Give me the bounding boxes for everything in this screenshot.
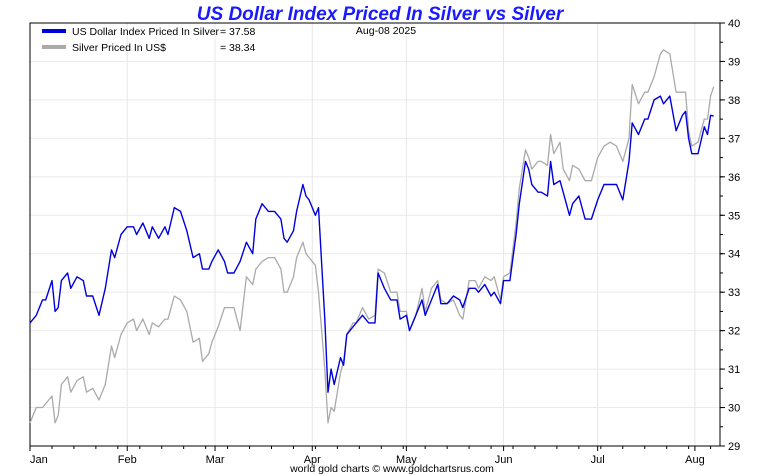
- x-tick-label: Apr: [304, 454, 321, 466]
- legend-label-dollar-index: US Dollar Index Priced In Silver: [72, 26, 220, 38]
- y-axis-ticks: 29 30 31 32 33 34 35 36 37 38 39 40: [720, 18, 740, 453]
- y-tick-label: 29: [728, 441, 740, 453]
- plot-frame: [29, 22, 721, 447]
- series-line-silver: [29, 49, 715, 424]
- x-tick-label: May: [396, 454, 417, 466]
- legend: US Dollar Index Priced In Silver = 37.58…: [42, 26, 255, 54]
- horizontal-gridlines: [30, 60, 720, 409]
- y-tick-label: 32: [728, 326, 740, 338]
- y-tick-label: 33: [728, 287, 740, 299]
- y-tick-label: 35: [728, 210, 740, 222]
- y-tick-label: 36: [728, 172, 740, 184]
- y-tick-label: 40: [728, 18, 740, 30]
- y-tick-label: 38: [728, 95, 740, 107]
- vertical-gridlines: [126, 23, 696, 446]
- series-line-dollar-index: [29, 95, 714, 393]
- y-tick-label: 31: [728, 364, 740, 376]
- x-tick-label: Jan: [30, 454, 48, 466]
- series-layer: [29, 49, 715, 424]
- footer-credit: world gold charts © www.goldchartsrus.co…: [289, 463, 494, 475]
- y-tick-label: 37: [728, 133, 740, 145]
- x-tick-label: Feb: [118, 454, 137, 466]
- legend-value-silver: = 38.34: [220, 42, 255, 54]
- x-tick-label: Jul: [591, 454, 605, 466]
- legend-label-silver: Silver Priced In US$: [72, 42, 166, 54]
- date-label: Aug-08 2025: [356, 25, 416, 37]
- y-tick-label: 34: [728, 249, 740, 261]
- x-tick-label: Mar: [206, 454, 225, 466]
- x-axis-ticks: Jan Feb Mar Apr May Jun Jul Aug: [29, 446, 712, 466]
- chart-title: US Dollar Index Priced In Silver vs Silv…: [197, 4, 565, 25]
- x-tick-label: Jun: [495, 454, 513, 466]
- y-tick-label: 30: [728, 403, 740, 415]
- legend-value-dollar-index: = 37.58: [220, 26, 255, 38]
- x-tick-label: Aug: [685, 454, 705, 466]
- y-tick-label: 39: [728, 56, 740, 68]
